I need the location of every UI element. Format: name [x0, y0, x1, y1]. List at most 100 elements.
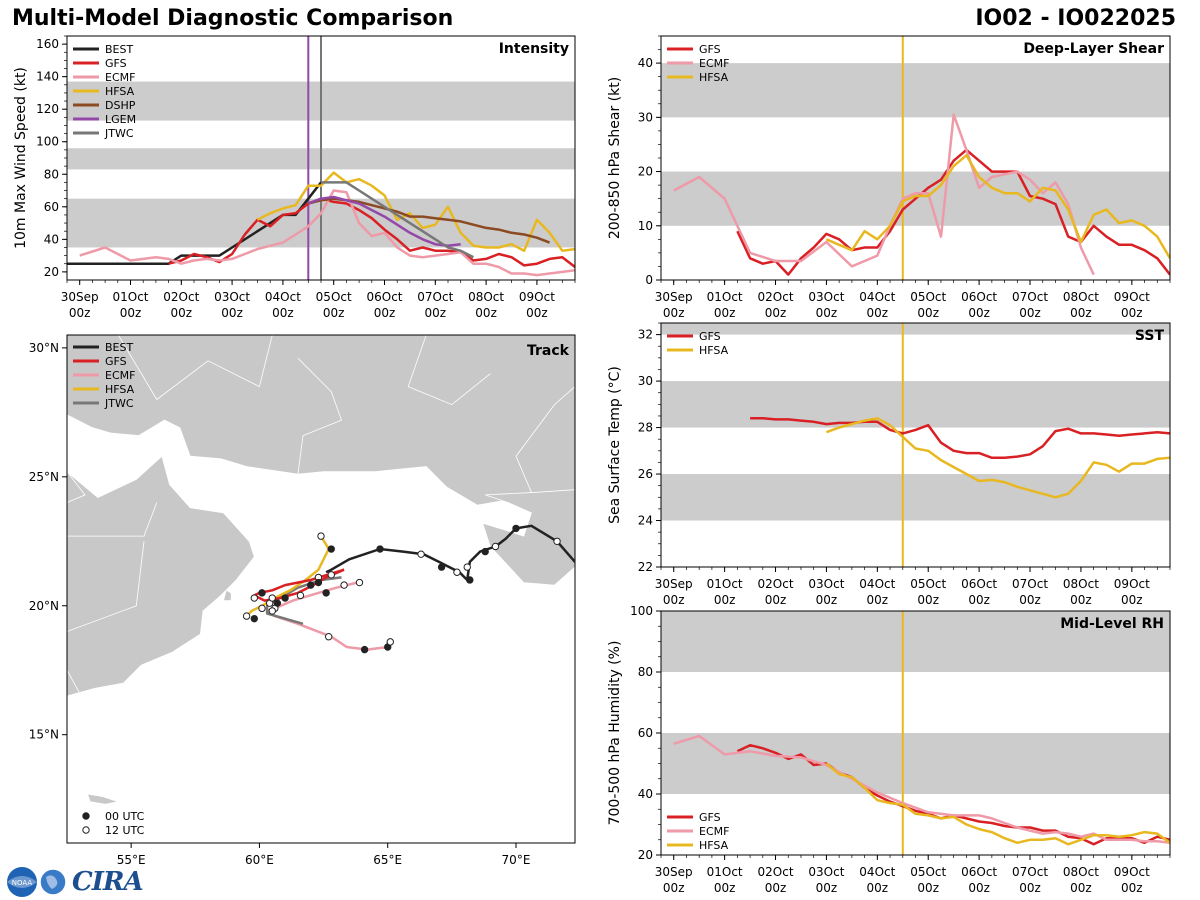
track-point-ecmf [386, 638, 394, 646]
track-point-ecmf [324, 633, 333, 641]
shear-legend-label: ECMF [699, 57, 729, 70]
rh-title: Mid-Level RH [1060, 616, 1164, 632]
track-point-gfs [258, 589, 266, 597]
shear-xtick-label: 00z [968, 306, 990, 320]
intensity-xtick-label: 05Oct [316, 290, 352, 304]
track-legend-label: JTWC [104, 397, 134, 410]
sst-ytick-label: 24 [638, 514, 653, 528]
track-point-hfsa [250, 614, 258, 623]
shear-band-1 [661, 63, 1170, 118]
track-ytick-label: 15°N [29, 728, 59, 742]
sst-series-hfsa [825, 417, 1170, 499]
intensity-xtick-label: 00z [475, 306, 497, 320]
sst-ytick-label: 30 [638, 374, 653, 388]
shear-xtick-label: 04Oct [859, 290, 895, 304]
intensity-ytick-label: 140 [36, 70, 59, 84]
shear-xtick-label: 05Oct [910, 290, 946, 304]
sst-xtick-label: 00z [968, 593, 990, 607]
rh-series-ecmf [673, 734, 1170, 845]
shear-xtick-label: 03Oct [808, 290, 844, 304]
shear-xtick-label: 07Oct [1012, 290, 1048, 304]
intensity-ytick-label: 40 [44, 232, 59, 246]
sst-xtick-label: 00z [765, 593, 787, 607]
shear-xtick-label: 09Oct [1114, 290, 1150, 304]
track-ytick-label: 30°N [29, 341, 59, 355]
intensity-series-hfsa [256, 171, 575, 252]
sst-xtick-label: 05Oct [910, 577, 946, 591]
intensity-legend-label: ECMF [105, 71, 135, 84]
rh-xtick-label: 00z [1070, 881, 1092, 895]
storm-id-label: IO02 - IO022025 [975, 6, 1176, 31]
track-point-best [376, 545, 384, 553]
sst-xtick-label: 00z [663, 593, 685, 607]
intensity-ytick-label: 100 [36, 135, 59, 149]
intensity-xtick-label: 00z [374, 306, 396, 320]
border-provinces-1 [117, 335, 273, 401]
rh-xtick-label: 06Oct [961, 865, 997, 879]
intensity-xtick-label: 08Oct [468, 290, 504, 304]
intensity-title: Intensity [499, 41, 569, 57]
sst-xtick-label: 00z [1121, 593, 1143, 607]
track-panel: 55°E 60°E 65°E 70°E 15°N 20°N 25°N 30°N Track BES… [29, 334, 576, 867]
rh-band-0 [661, 733, 1170, 794]
sst-title: SST [1135, 328, 1165, 344]
intensity-legend-label: JTWC [104, 127, 134, 140]
shear-ytick-label: 40 [638, 56, 653, 70]
noaa-logo-text: NOAA [12, 879, 33, 887]
rh-panel: 20 40 60 80 100 30Sep 00z 01Oct 00z 02Oct 00z 03Oct… [607, 604, 1171, 895]
rh-series-hfsa [825, 762, 1170, 846]
shear-xtick-label: 00z [917, 306, 939, 320]
sst-xtick-label: 00z [1019, 593, 1041, 607]
shear-ytick-label: 20 [638, 165, 653, 179]
shear-xtick-label: 00z [867, 306, 889, 320]
sst-xtick-label: 00z [1070, 593, 1092, 607]
shear-xtick-label: 00z [663, 306, 685, 320]
intensity-xtick-label: 01Oct [112, 290, 148, 304]
track-point-ecmf [340, 581, 348, 589]
rh-band-1 [661, 611, 1170, 672]
shear-ylabel: 200-850 hPa Shear (kt) [607, 77, 623, 239]
shear-xtick-label: 08Oct [1063, 290, 1099, 304]
sst-xtick-label: 09Oct [1114, 577, 1150, 591]
sst-legend-label: GFS [699, 330, 721, 343]
intensity-legend-label: HFSA [105, 85, 135, 98]
shear-xtick-label: 00z [714, 306, 736, 320]
track-xtick-label: 70°E [502, 853, 531, 867]
track-point-gfs [314, 578, 323, 587]
track-point-best [512, 524, 520, 533]
sst-ylabel: Sea Surface Temp (°C) [607, 366, 623, 524]
track-legend-label: HFSA [105, 383, 135, 396]
sst-xtick-label: 00z [867, 593, 889, 607]
sst-xtick-label: 00z [714, 593, 736, 607]
track-point-hfsa [242, 612, 251, 620]
noaa-logo-icon: NOAA [7, 867, 37, 897]
track-ytick-label: 25°N [29, 470, 59, 484]
intensity-xtick-label: 00z [221, 306, 243, 320]
shear-title: Deep-Layer Shear [1023, 41, 1164, 57]
intensity-ytick-label: 20 [44, 265, 59, 279]
track-point-gfs [250, 594, 258, 602]
rh-legend-label: HFSA [699, 839, 729, 852]
shear-ytick-label: 30 [638, 110, 653, 124]
rh-xtick-label: 00z [663, 881, 685, 895]
sst-band-1 [661, 381, 1170, 428]
track-marker-legend-symbol [82, 826, 90, 834]
rh-xtick-label: 00z [714, 881, 736, 895]
track-legend-label: ECMF [105, 369, 135, 382]
rh-xtick-label: 00z [867, 881, 889, 895]
track-xtick-label: 65°E [373, 853, 402, 867]
rh-xtick-label: 04Oct [859, 865, 895, 879]
track-point-best [463, 563, 471, 571]
sst-panel: 22 24 26 28 30 32 30Sep 00z 01Oct 00z 02Oct 00z 03Oc… [607, 322, 1171, 607]
rh-ytick-label: 20 [638, 848, 653, 862]
track-point-best [417, 550, 425, 558]
sst-xtick-label: 02Oct [758, 577, 794, 591]
socotra-island [86, 793, 120, 805]
shear-series-gfs [736, 148, 1170, 276]
track-landmass [67, 335, 575, 843]
rh-xtick-label: 02Oct [758, 865, 794, 879]
shear-xtick-label: 00z [1019, 306, 1041, 320]
sst-ytick-label: 26 [638, 467, 653, 481]
shear-xtick-label: 06Oct [961, 290, 997, 304]
rh-ylabel: 700-500 hPa Humidity (%) [607, 641, 623, 826]
